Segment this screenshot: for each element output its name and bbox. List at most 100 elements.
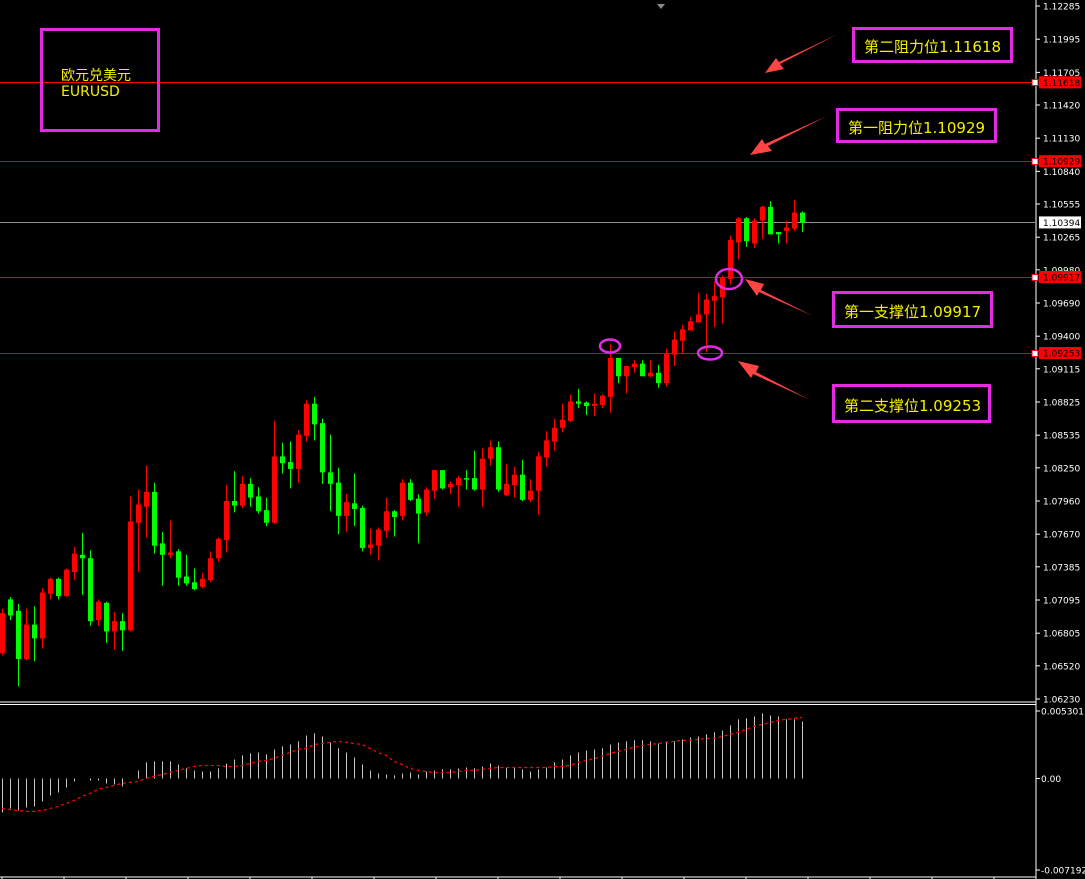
candle — [328, 434, 333, 512]
candle-body — [768, 206, 773, 235]
level-lines — [0, 79, 1039, 357]
candle-body — [496, 447, 501, 490]
candle-body — [576, 401, 581, 404]
candle — [672, 331, 677, 366]
candle-body — [168, 552, 173, 555]
candle-body — [232, 501, 237, 506]
signal-line — [1, 716, 803, 813]
candle-body — [560, 419, 565, 428]
candle-body — [544, 440, 549, 458]
candle — [200, 573, 205, 588]
candle-body — [784, 227, 789, 231]
level-price-tag-label: 1.10929 — [1043, 158, 1080, 168]
candle-body — [760, 206, 765, 221]
candle — [352, 473, 357, 527]
candle — [0, 608, 5, 656]
candle-body — [632, 363, 637, 368]
candle — [192, 568, 197, 591]
current-price-tag — [1039, 216, 1081, 229]
level-price-tag-label: 1.11618 — [1043, 79, 1080, 89]
candle — [800, 211, 805, 233]
indicator-tick-label: 0.005301 — [1041, 708, 1084, 718]
candle-body — [16, 610, 21, 659]
candle — [400, 479, 405, 521]
candle-body — [152, 491, 157, 546]
candle — [32, 606, 37, 662]
candle — [552, 418, 557, 451]
candle-body — [336, 482, 341, 516]
price-tick-label: 1.08535 — [1043, 432, 1080, 442]
candle — [240, 475, 245, 508]
candle-body — [656, 372, 661, 384]
candle — [624, 365, 629, 394]
candle — [792, 199, 797, 231]
level-price-tag — [1039, 271, 1081, 284]
candle — [96, 599, 101, 626]
arrow-icon — [738, 361, 810, 400]
candle — [248, 478, 253, 507]
arrow-icon — [745, 279, 813, 316]
candle-body — [448, 483, 453, 488]
candle-body — [32, 624, 37, 639]
candle — [512, 466, 517, 498]
candle — [128, 496, 133, 632]
candle — [480, 448, 485, 507]
candle — [664, 348, 669, 387]
candle — [728, 235, 733, 285]
candle-body — [608, 357, 613, 397]
indicator-tick-label: -0.007192 — [1041, 867, 1085, 877]
candle — [616, 357, 621, 384]
price-tick-label: 1.06805 — [1043, 630, 1080, 640]
candle-body — [424, 489, 429, 513]
candle — [112, 612, 117, 650]
candle-body — [672, 339, 677, 355]
candle-body — [600, 395, 605, 405]
highlight-circle — [598, 338, 622, 354]
candle-body — [208, 558, 213, 580]
level-handle — [1031, 158, 1039, 165]
candle — [304, 400, 309, 442]
level-price-tag — [1039, 155, 1081, 168]
candle — [136, 489, 141, 572]
price-tick-label: 1.07095 — [1043, 597, 1080, 607]
candle — [360, 505, 365, 552]
price-tick-label: 1.07385 — [1043, 563, 1080, 573]
arrow-icon — [765, 34, 838, 73]
candle — [504, 464, 509, 497]
candle-body — [144, 491, 149, 507]
candle-body — [416, 498, 421, 514]
candle — [648, 360, 653, 378]
level-price-tag — [1039, 76, 1081, 89]
candle — [24, 608, 29, 661]
candle — [64, 568, 69, 598]
resistance-1-label: 第一阻力位1.10929 — [848, 119, 986, 137]
candle-body — [384, 511, 389, 531]
candle-body — [752, 220, 757, 244]
support-2-label: 第二支撑位1.09253 — [844, 397, 982, 415]
candle — [72, 546, 77, 580]
candle-body — [256, 496, 261, 512]
price-tick-label: 1.09115 — [1043, 365, 1080, 375]
candle-body — [48, 578, 53, 594]
indicator-tick-label: 0.00 — [1041, 775, 1061, 785]
candle — [680, 324, 685, 354]
candle — [736, 217, 741, 260]
level-price-tag-label: 1.09917 — [1043, 274, 1080, 284]
candle-body — [728, 240, 733, 279]
candle — [392, 510, 397, 537]
candle-body — [592, 403, 597, 407]
candle — [752, 218, 757, 249]
chart-frame — [0, 0, 1037, 879]
candle — [712, 281, 717, 328]
candle — [16, 604, 21, 687]
candle-body — [184, 576, 189, 584]
candle — [368, 528, 373, 555]
candle-body — [296, 434, 301, 469]
candle-body — [136, 504, 141, 523]
candle — [336, 467, 341, 535]
candle-body — [528, 490, 533, 500]
candle-body — [704, 299, 709, 315]
scroll-marker-icon[interactable] — [657, 4, 665, 9]
candle — [760, 205, 765, 239]
